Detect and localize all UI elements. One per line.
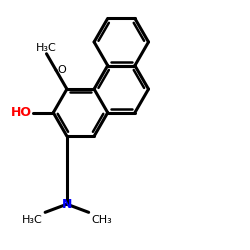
- Text: H₃C: H₃C: [22, 215, 43, 225]
- Text: N: N: [62, 198, 72, 211]
- Text: O: O: [57, 65, 66, 75]
- Text: HO: HO: [11, 106, 32, 119]
- Text: CH₃: CH₃: [91, 215, 112, 225]
- Text: H₃C: H₃C: [36, 42, 57, 52]
